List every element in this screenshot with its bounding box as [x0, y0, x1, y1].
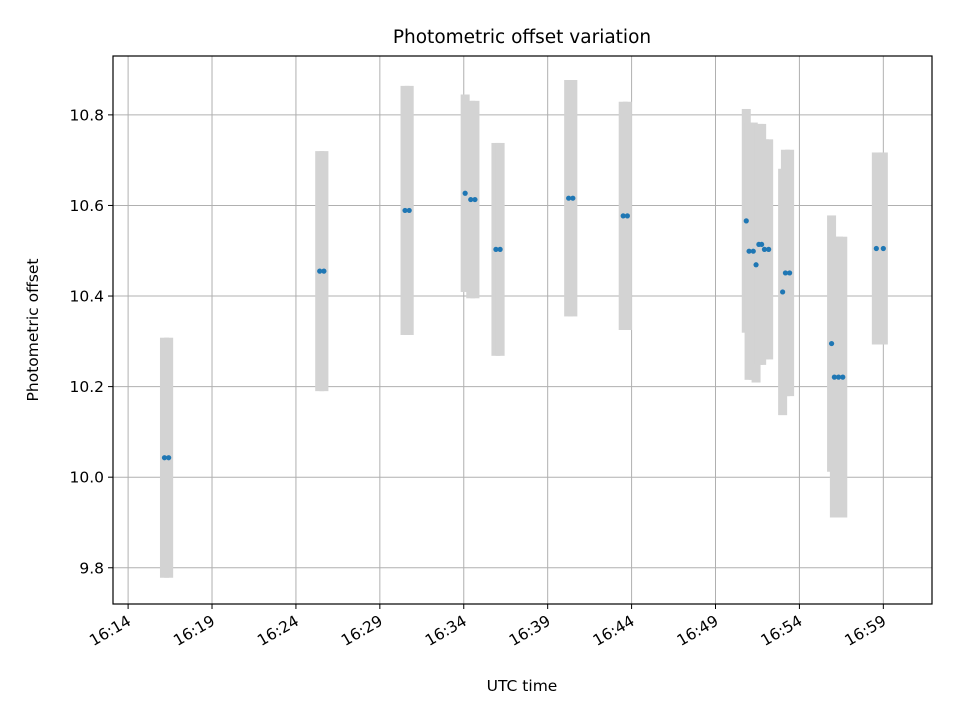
- data-point: [761, 246, 768, 252]
- y-tick-label: 10.0: [69, 469, 104, 487]
- data-point: [759, 241, 765, 248]
- data-point: [787, 270, 793, 276]
- plot-frame: [112, 55, 933, 605]
- y-tick-label: 9.8: [79, 559, 104, 577]
- data-point: [468, 196, 474, 203]
- data-point: [835, 374, 842, 380]
- grid: [113, 56, 932, 604]
- data-point: [620, 213, 626, 219]
- chart-title: Photometric offset variation: [393, 27, 651, 48]
- data-point: [750, 248, 756, 254]
- data-point: [472, 196, 478, 203]
- data-point: [753, 262, 759, 268]
- y-tick-label: 10.8: [69, 106, 104, 124]
- data-point: [493, 246, 499, 252]
- data-point: [624, 213, 630, 219]
- data-point: [317, 268, 323, 274]
- data-point: [766, 246, 772, 252]
- y-tick-label: 10.2: [69, 378, 104, 396]
- y-axis: 9.8 10.0 10.2 10.4 10.6 10.8: [69, 106, 113, 577]
- y-tick-label: 10.6: [69, 197, 104, 215]
- data-point: [828, 340, 835, 347]
- data-point: [566, 195, 572, 201]
- data-point: [782, 270, 789, 276]
- data-point: [406, 207, 412, 214]
- data-point: [402, 207, 408, 214]
- data-point: [780, 289, 786, 295]
- data-point: [880, 245, 886, 252]
- data-point: [831, 374, 837, 380]
- y-axis-label: Photometric offset: [24, 259, 42, 402]
- data-points: [161, 190, 886, 461]
- data-point: [840, 374, 846, 380]
- data-point: [746, 248, 752, 254]
- data-point: [321, 268, 327, 274]
- data-point: [497, 246, 503, 252]
- y-tick-label: 10.4: [69, 288, 104, 306]
- data-point: [166, 455, 172, 461]
- data-point: [462, 190, 468, 196]
- data-point: [743, 218, 749, 224]
- x-axis-label: UTC time: [487, 677, 558, 695]
- data-point: [161, 455, 168, 461]
- data-point: [873, 245, 879, 252]
- data-point: [570, 195, 576, 201]
